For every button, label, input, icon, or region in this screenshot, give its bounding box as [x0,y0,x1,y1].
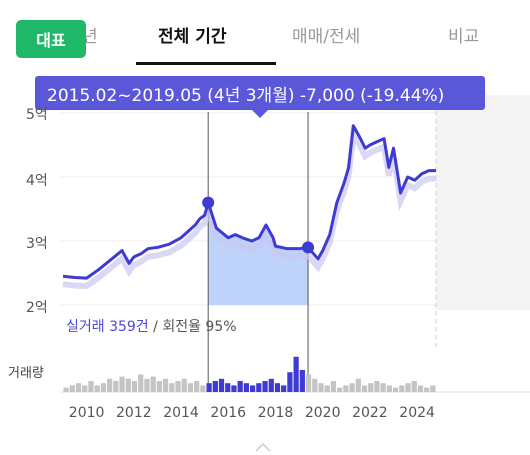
volume-bar [82,385,88,392]
selection-start-marker [202,196,215,209]
volume-bar [268,378,274,392]
volume-bar [399,385,405,392]
volume-bar [330,381,337,392]
volume-bar [299,370,305,392]
y-label-4: 4억 [26,173,48,189]
volume-bar [287,372,293,392]
x-tick-label: 2012 [116,405,152,421]
volume-bar [355,378,361,392]
volume-bar [206,383,212,392]
volume-bar [63,387,69,392]
volume-bar [337,387,343,392]
volume-bar [187,383,194,392]
volume-bar [417,385,424,392]
volume-bar [305,374,312,392]
volume-bar [119,376,125,392]
turnover-rate: / 회전율 95% [148,319,237,335]
volume-bar [138,374,144,392]
volume-bar [107,378,113,392]
volume-bar [200,385,206,392]
volume-bar [150,376,156,392]
volume-label: 거래량 [8,366,44,381]
x-tick-label: 2014 [163,405,199,421]
volume-bar [343,385,349,392]
volume-bar [100,383,107,392]
volume-bar [349,383,355,392]
volume-bar [392,387,399,392]
selection-end-marker [302,241,315,254]
volume-bar [281,385,287,392]
y-label-3: 3억 [26,236,48,252]
volume-bar [380,383,386,392]
volume-bar [88,381,94,392]
volume-bar [181,378,187,392]
volume-bar [274,383,281,392]
trade-count: 실거래 359건 [66,319,149,335]
tab-all-period[interactable]: 전체 기간 [158,27,227,47]
volume-bar [231,385,237,392]
volume-bar [162,378,169,392]
representative-badge: 대표 [16,20,86,58]
volume-bar [125,378,131,392]
volume-bar [256,383,262,392]
volume-bar [113,381,119,392]
volume-bar [430,385,436,392]
x-tick-label: 2010 [69,405,105,421]
tab-compare[interactable]: 비교 [448,27,480,47]
y-label-5: 5억 [26,107,48,123]
volume-bar [361,385,368,392]
volume-bar [237,381,243,392]
volume-bar [293,356,299,392]
volume-bar [212,381,218,392]
volume-bar [386,385,392,392]
volume-bar [194,381,200,392]
volume-bar [218,378,225,392]
selection-area [208,202,309,305]
volume-bar [243,383,249,392]
y-label-2: 2억 [26,300,48,316]
x-tick-label: 2024 [399,405,435,421]
volume-bar [374,381,380,392]
volume-bar [411,381,417,392]
volume-bar [94,385,100,392]
volume-bar [225,383,231,392]
price-line [62,124,436,280]
period-tabs: 년 전체 기간 매매/전세 비교 [0,0,530,66]
volume-bar [69,385,75,392]
volume-bar [75,383,82,392]
volume-bar [144,378,150,392]
x-tick-label: 2022 [352,405,388,421]
selection-tooltip: 2015.02~2019.05 (4년 3개월) -7,000 (-19.44%… [35,76,485,110]
volume-bar [424,387,430,392]
volume-bar [262,381,268,392]
volume-bar [156,381,162,392]
trade-info: 실거래 359건 / 회전율 95% [66,316,237,336]
x-tick-label: 2020 [305,405,341,421]
volume-bar [169,383,175,392]
volume-bar [312,378,318,392]
volume-bar [405,383,411,392]
volume-bar [368,383,374,392]
active-tab-indicator [136,62,276,65]
volume-bar [250,385,256,392]
future-area [436,95,530,310]
volume-bar [318,383,324,392]
volume-bar [175,381,181,392]
volume-bar [324,385,330,392]
volume-bar [131,381,138,392]
chevron-up-icon[interactable] [253,440,273,454]
tooltip-arrow [252,110,268,118]
x-tick-label: 2018 [258,405,294,421]
tab-trade-lease[interactable]: 매매/전세 [292,27,361,47]
price-range-shadow [62,124,436,290]
x-tick-label: 2016 [210,405,246,421]
